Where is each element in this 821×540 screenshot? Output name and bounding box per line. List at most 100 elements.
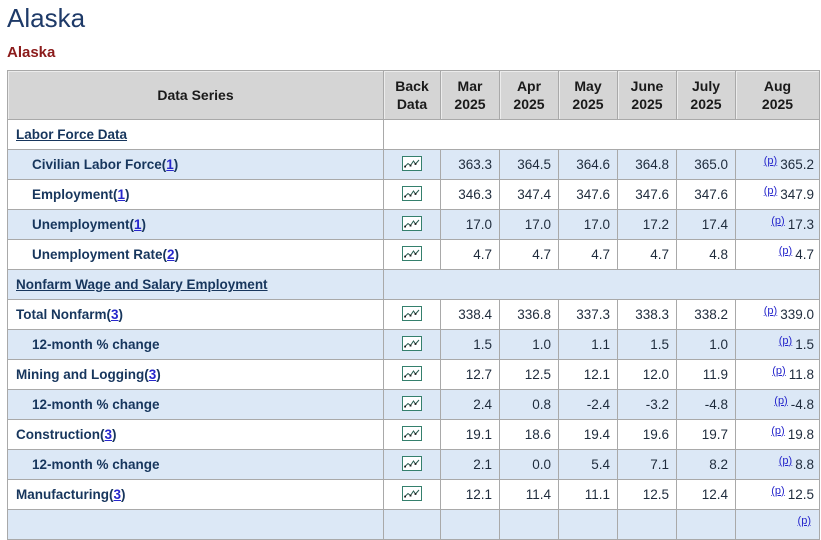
data-row: Total Nonfarm(3) 338.4 336.8 337.3 338.3 338.… [7,299,820,330]
footnote-link[interactable]: 3 [113,487,122,502]
footnote-link[interactable]: 2 [167,247,175,262]
value-cell: 18.6 [499,419,559,450]
back-data-link[interactable] [402,305,422,321]
value-cell: 17.0 [499,209,559,240]
sparkline-chart-icon [402,395,422,411]
footnote-link[interactable]: 3 [104,427,113,442]
value-cell: 11.4 [499,479,559,510]
sparkline-chart-icon [402,425,422,441]
value-cell: 4.7 [558,239,618,270]
sparkline-chart-icon [402,455,422,471]
value-cell-prelim: (p) 365.2 [735,149,820,180]
back-data-header: Back Data [383,70,441,120]
section-link[interactable]: Nonfarm Wage and Salary Employment [16,277,268,292]
prelim-footnote-link[interactable]: (p) [772,364,786,377]
value-cell: 17.0 [558,209,618,240]
value-cell-prelim: (p) 12.5 [735,479,820,510]
back-data-link[interactable] [402,455,422,471]
value-cell: 364.5 [499,149,559,180]
value-cell: -2.4 [558,389,618,420]
prelim-footnote-link[interactable]: (p) [763,154,778,167]
footnote-link[interactable]: 3 [111,307,119,322]
value-cell: 2.1 [440,449,500,480]
sparkline-chart-icon [402,185,422,201]
value-cell: 11.1 [558,479,618,510]
value-cell: 1.5 [617,329,677,360]
prelim-value: 19.8 [787,427,814,442]
prelim-footnote-link[interactable]: (p) [774,394,788,407]
sparkline-chart-icon [402,215,422,231]
sparkline-chart-icon [402,155,422,171]
prelim-value: -4.8 [790,397,814,412]
value-cell: 12.7 [440,359,500,390]
value-cell-prelim: (p) -4.8 [735,389,820,420]
prelim-value: 347.9 [780,187,814,202]
value-cell [499,509,559,540]
prelim-footnote-link[interactable]: (p) [763,304,778,317]
back-data-link[interactable] [402,335,422,351]
prelim-footnote-link[interactable]: (p) [797,514,811,527]
prelim-footnote-link[interactable]: (p) [771,214,785,227]
back-data-link[interactable] [402,425,422,441]
data-row: Mining and Logging(3) 12.7 12.5 12.1 12.0 11.… [7,359,820,390]
value-cell: 17.2 [617,209,677,240]
section-row: Labor Force Data [7,119,820,150]
back-data-link[interactable] [402,395,422,411]
data-row: Construction(3) 19.1 18.6 19.4 19.6 19.7 (p) 19… [7,419,820,450]
section-label-cell: Labor Force Data [7,119,384,150]
back-data-link[interactable] [402,155,422,171]
value-cell: 19.6 [617,419,677,450]
prelim-footnote-link[interactable]: (p) [763,184,778,197]
back-data-link[interactable] [402,215,422,231]
value-cell: 2.4 [440,389,500,420]
month-header-aug: Aug 2025 [735,70,820,120]
value-cell: 7.1 [617,449,677,480]
value-cell: 338.4 [440,299,500,330]
data-series-label: 12-month % change [7,449,384,480]
data-row: Unemployment(1) 17.0 17.0 17.0 17.2 17.4 (p) 17… [7,209,820,240]
footnote-link[interactable]: 1 [134,217,142,232]
section-row-spacer [383,269,820,300]
value-cell: 347.4 [499,179,559,210]
data-series-header: Data Series [7,70,384,120]
value-cell: 346.3 [440,179,500,210]
back-data-link[interactable] [402,485,422,501]
footnote-link[interactable]: 1 [166,157,174,172]
value-cell: 364.8 [617,149,677,180]
sparkline-chart-icon [402,245,422,261]
value-cell: 347.6 [676,179,736,210]
prelim-value: 365.2 [780,157,814,172]
data-row: Manufacturing(3) 12.1 11.4 11.1 12.5 12.4 (p) 1… [7,479,820,510]
back-data-link[interactable] [402,185,422,201]
section-link[interactable]: Labor Force Data [16,127,128,142]
value-cell: 1.0 [499,329,559,360]
data-series-label: Civilian Labor Force(1) [7,149,384,180]
prelim-footnote-link[interactable]: (p) [771,484,785,497]
prelim-footnote-link[interactable]: (p) [778,244,793,257]
value-cell [440,509,500,540]
data-row: 12-month % change 2.4 0.8 -2.4 -3.2 -4.8 (p) -4… [7,389,820,420]
sparkline-chart-icon [402,365,422,381]
back-data-cell [383,359,441,390]
value-cell: 4.7 [440,239,500,270]
value-cell: 364.6 [558,149,618,180]
footnote-link[interactable]: 1 [117,187,126,202]
prelim-footnote-link[interactable]: (p) [778,334,793,347]
month-header-may: May 2025 [558,70,618,120]
data-series-label: Unemployment Rate(2) [7,239,384,270]
back-data-cell [383,239,441,270]
back-data-link[interactable] [402,245,422,261]
footnote-link[interactable]: 3 [148,367,157,382]
prelim-footnote-link[interactable]: (p) [771,424,785,437]
data-row: 12-month % change 2.1 0.0 5.4 7.1 8.2 (p) 8.8 [7,449,820,480]
prelim-footnote-link[interactable]: (p) [778,454,793,467]
sparkline-chart-icon [402,485,422,501]
value-cell: 12.1 [558,359,618,390]
value-cell: 363.3 [440,149,500,180]
value-cell: 5.4 [558,449,618,480]
value-cell [558,509,618,540]
value-cell: 4.7 [499,239,559,270]
back-data-link[interactable] [402,365,422,381]
back-data-cell [383,419,441,450]
data-series-label: Construction(3) [7,419,384,450]
